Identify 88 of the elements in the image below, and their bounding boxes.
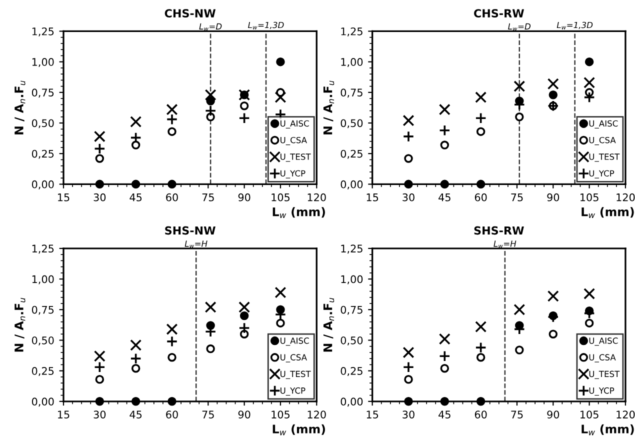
legend-label: U_AISC <box>589 338 618 346</box>
x-tick-label: 90 <box>238 193 250 202</box>
x-tick-label: 45 <box>130 194 142 202</box>
y-tick-label: 0,50 <box>32 336 54 346</box>
x-tick-label: 30 <box>402 410 414 418</box>
legend-label: U_TEST <box>280 154 311 162</box>
legend-label: U_TEST <box>280 370 311 379</box>
y-tick-label: 0,50 <box>340 336 363 346</box>
annotation: L$_{w}$=1,3D <box>248 22 284 30</box>
y-axis-title: N / A$_{n}$.F$_{u}$ <box>14 298 26 352</box>
legend-label: U_CSA <box>589 354 616 362</box>
x-axis-title: L$_{w}$ (mm) <box>272 424 325 436</box>
legend-label: U_AISC <box>280 120 309 128</box>
y-tick-label: 0,00 <box>32 180 54 190</box>
x-tick-label: 45 <box>438 194 450 202</box>
legend-label: U_CSA <box>280 354 307 362</box>
chart-title: CHS-NW <box>164 9 216 18</box>
x-tick-label: 75 <box>202 410 214 418</box>
y-tick-label: 0,00 <box>340 180 363 190</box>
x-tick-label: 15 <box>58 194 70 202</box>
x-tick-label: 30 <box>94 193 106 202</box>
y-tick-label: 1,00 <box>341 58 363 67</box>
legend-label: U_TEST <box>589 370 620 379</box>
y-axis-title: N / A$_{n}$.F$_{u}$ <box>323 298 334 352</box>
y-tick-label: 0,25 <box>340 150 362 159</box>
y-tick-label: 0,75 <box>340 88 362 98</box>
x-tick-label: 60 <box>166 410 178 418</box>
legend-label: U_TEST <box>589 154 620 162</box>
y-tick-label: 0,25 <box>32 367 54 376</box>
legend-label: U_YCP <box>589 387 614 396</box>
y-tick-label: 1,25 <box>32 27 54 36</box>
y-axis-title: N / A$_{n}$.F$_{u}$ <box>323 80 334 134</box>
legend-label: U_CSA <box>589 136 616 146</box>
legend-label: U_AISC <box>280 338 309 346</box>
chart-title: SHS-NW <box>165 226 216 235</box>
x-axis-title: L$_{w}$ (mm) <box>582 424 634 436</box>
x-tick-label: 120 <box>308 410 326 418</box>
y-tick-label: 1,25 <box>32 244 54 254</box>
x-tick-label: 75 <box>202 194 214 202</box>
x-tick-label: 120 <box>308 193 326 202</box>
x-tick-label: 105 <box>580 410 598 418</box>
x-axis-title: L$_{w}$ (mm) <box>272 207 325 218</box>
y-tick-label: 0,00 <box>340 398 363 407</box>
chart-title: CHS-RW <box>474 9 524 18</box>
x-tick-label: 30 <box>94 410 106 418</box>
y-tick-label: 0,25 <box>340 367 362 376</box>
legend-label: U_YCP <box>589 170 614 178</box>
x-tick-label: 15 <box>58 410 70 418</box>
y-tick-label: 0,75 <box>32 88 54 98</box>
legend-label: U_YCP <box>280 170 306 178</box>
y-tick-label: 0,25 <box>32 150 54 159</box>
y-tick-label: 1,00 <box>32 275 54 284</box>
x-tick-label: 120 <box>616 193 635 202</box>
x-axis-title: L$_{w}$ (mm) <box>582 207 634 218</box>
y-tick-label: 0,50 <box>340 119 363 128</box>
x-tick-label: 105 <box>272 193 290 202</box>
x-tick-label: 75 <box>511 410 523 418</box>
y-tick-label: 1,00 <box>32 58 54 67</box>
y-axis-title: N / A$_{n}$.F$_{u}$ <box>14 80 26 134</box>
annotation: L$_{w}$=1,3D <box>556 22 593 30</box>
x-tick-label: 60 <box>474 193 487 202</box>
y-tick-label: 1,25 <box>341 27 362 36</box>
ref-line-label: L$_{w}$=H <box>184 240 208 248</box>
x-tick-label: 75 <box>511 194 523 202</box>
legend-label: U_YCP <box>280 387 306 396</box>
x-tick-label: 45 <box>130 410 142 418</box>
ref-line-label: L$_{w}$=H <box>494 240 516 248</box>
y-tick-label: 1,00 <box>341 275 363 284</box>
y-tick-label: 1,25 <box>341 244 362 254</box>
legend-label: U_AISC <box>589 120 618 128</box>
legend-label: U_CSA <box>280 136 307 146</box>
x-tick-label: 30 <box>402 193 414 202</box>
x-tick-label: 90 <box>238 410 250 418</box>
y-tick-label: 0,75 <box>32 306 54 315</box>
x-tick-label: 60 <box>474 410 487 418</box>
x-tick-label: 105 <box>580 193 598 202</box>
y-tick-label: 0,00 <box>32 398 54 407</box>
x-tick-label: 45 <box>438 410 450 418</box>
x-tick-label: 60 <box>166 193 178 202</box>
x-tick-label: 90 <box>547 193 560 202</box>
x-tick-label: 15 <box>366 194 378 202</box>
x-tick-label: 15 <box>366 410 378 418</box>
x-tick-label: 90 <box>547 410 560 418</box>
y-tick-label: 0,75 <box>340 306 362 315</box>
x-tick-label: 120 <box>616 410 635 418</box>
x-tick-label: 105 <box>272 410 290 418</box>
chart-title: SHS-RW <box>474 226 524 235</box>
y-tick-label: 0,50 <box>32 119 54 128</box>
